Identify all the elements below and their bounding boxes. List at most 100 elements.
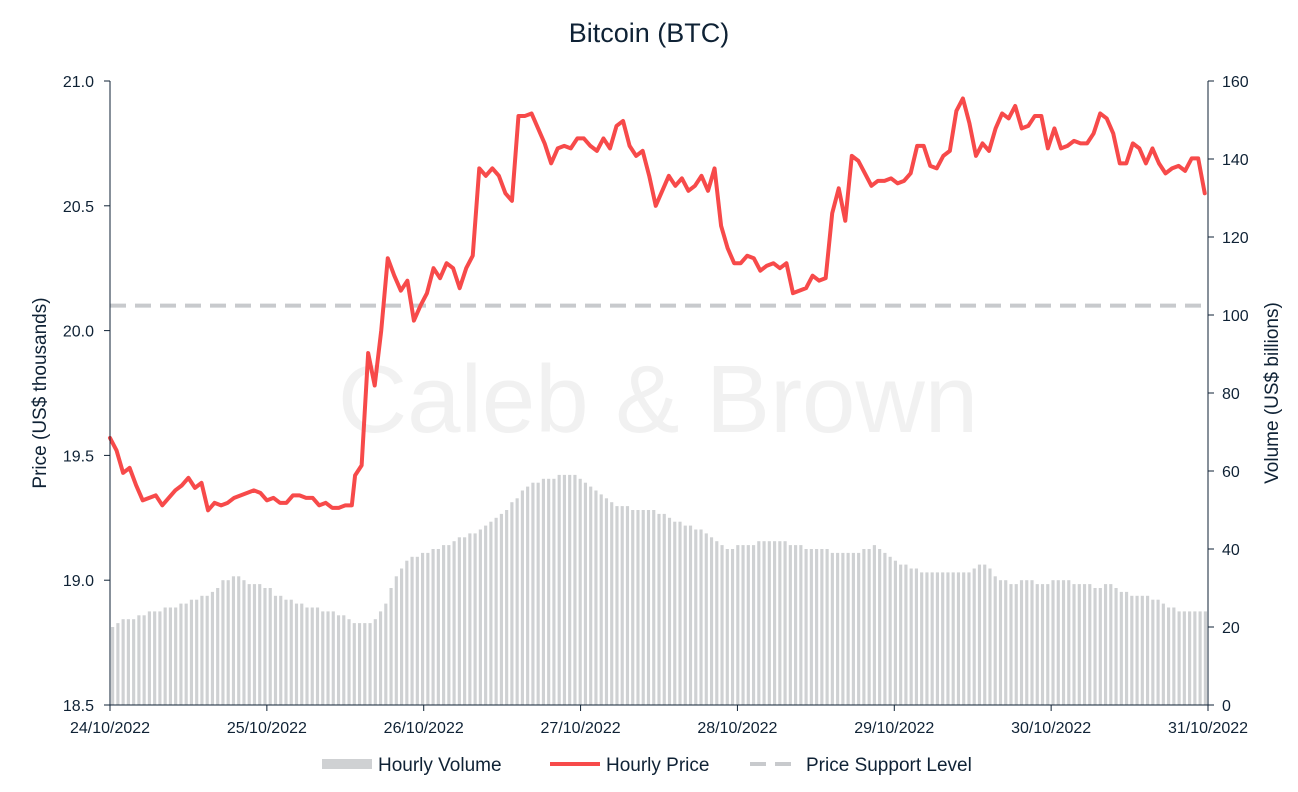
- volume-bar: [878, 549, 882, 705]
- volume-bar: [1030, 580, 1034, 705]
- volume-bar: [1188, 611, 1192, 705]
- volume-bar: [158, 611, 162, 705]
- volume-bar: [494, 517, 498, 705]
- volume-bar: [993, 576, 997, 705]
- volume-bar: [263, 588, 267, 705]
- volume-bar: [830, 552, 834, 705]
- volume-bar: [1114, 588, 1118, 705]
- volume-bar: [357, 623, 362, 705]
- y-left-tick-label: 21.0: [63, 74, 94, 91]
- volume-bar: [836, 552, 840, 705]
- right-axis-ticks: 0 20 40 60 80 100 120 140 160: [1208, 74, 1249, 715]
- volume-bar: [972, 568, 976, 705]
- volume-bar: [331, 611, 335, 705]
- volume-bar: [1056, 580, 1060, 705]
- volume-bar: [841, 552, 845, 705]
- volume-bar: [1140, 595, 1144, 705]
- volume-bar: [452, 541, 456, 705]
- legend-label: Hourly Volume: [378, 755, 502, 776]
- volume-bar: [1103, 584, 1108, 705]
- volume-bar: [557, 474, 561, 705]
- volume-bar: [284, 599, 288, 705]
- volume-bar: [510, 502, 514, 705]
- volume-bar: [1046, 584, 1050, 705]
- volume-bar: [400, 568, 404, 705]
- volume-bar: [1051, 580, 1055, 705]
- volume-bar: [941, 572, 945, 705]
- y-left-tick-label: 19.5: [63, 448, 94, 465]
- volume-bar: [1061, 580, 1066, 705]
- volume-bar: [599, 494, 603, 705]
- volume-bar: [825, 549, 829, 705]
- volume-bar: [273, 595, 278, 705]
- volume-bar: [415, 556, 419, 705]
- volume-bar: [1025, 580, 1029, 705]
- volume-bar: [1177, 611, 1181, 705]
- volume-bar: [709, 537, 714, 705]
- volume-bar: [925, 572, 929, 705]
- volume-bar: [625, 506, 630, 705]
- volume-bar: [1109, 584, 1113, 705]
- volume-bar: [226, 580, 230, 705]
- y-right-tick-label: 140: [1222, 152, 1249, 169]
- volume-bar: [378, 611, 383, 705]
- volume-bar: [116, 623, 120, 705]
- volume-bar: [851, 552, 855, 705]
- volume-bar: [704, 533, 708, 705]
- volume-bar: [967, 572, 971, 705]
- volume-bar: [562, 474, 567, 705]
- volume-bar: [174, 607, 178, 705]
- volume-bar: [147, 611, 151, 705]
- volume-bar: [484, 525, 488, 705]
- x-tick-label: 25/10/2022: [227, 720, 307, 737]
- volume-bar: [268, 588, 272, 705]
- volume-bar: [526, 486, 530, 705]
- volume-bar: [820, 549, 824, 705]
- volume-bar: [436, 549, 440, 705]
- volume-bar: [799, 545, 803, 705]
- volume-bars: [111, 474, 1207, 705]
- volume-bar: [883, 552, 887, 705]
- volume-bar: [321, 611, 325, 705]
- volume-bar: [520, 490, 524, 705]
- volume-bar: [258, 584, 262, 705]
- volume-bar: [195, 599, 199, 705]
- volume-bar: [179, 603, 183, 705]
- volume-bar: [783, 541, 787, 705]
- legend-swatch-volume: [322, 759, 372, 769]
- volume-bar: [426, 552, 430, 705]
- volume-bar: [468, 533, 472, 705]
- volume-bar: [904, 564, 908, 705]
- volume-bar: [352, 623, 356, 705]
- legend-label: Price Support Level: [806, 755, 972, 776]
- volume-bar: [715, 541, 719, 705]
- volume-bar: [683, 525, 687, 705]
- volume-bar: [1172, 607, 1176, 705]
- price-line: [108, 96, 1207, 513]
- volume-bar: [736, 545, 740, 705]
- volume-bar: [1119, 591, 1123, 705]
- volume-bar: [137, 615, 141, 705]
- volume-bar: [846, 552, 850, 705]
- volume-bar: [741, 545, 745, 705]
- volume-bar: [489, 521, 493, 705]
- volume-bar: [1088, 584, 1092, 705]
- legend-label: Hourly Price: [606, 755, 709, 776]
- volume-bar: [289, 599, 293, 705]
- y-right-tick-label: 40: [1222, 542, 1240, 559]
- x-tick-label: 28/10/2022: [697, 720, 777, 737]
- volume-bar: [300, 603, 304, 705]
- volume-bar: [1082, 584, 1087, 705]
- volume-bar: [347, 619, 351, 705]
- volume-bar: [930, 572, 934, 705]
- y-right-tick-label: 100: [1222, 308, 1249, 325]
- volume-bar: [646, 510, 651, 705]
- volume-bar: [809, 549, 813, 705]
- volume-bar: [1014, 584, 1018, 705]
- y-right-tick-label: 80: [1222, 386, 1240, 403]
- volume-bar: [610, 502, 614, 705]
- volume-bar: [888, 556, 892, 705]
- volume-bar: [368, 623, 372, 705]
- volume-bar: [478, 529, 482, 705]
